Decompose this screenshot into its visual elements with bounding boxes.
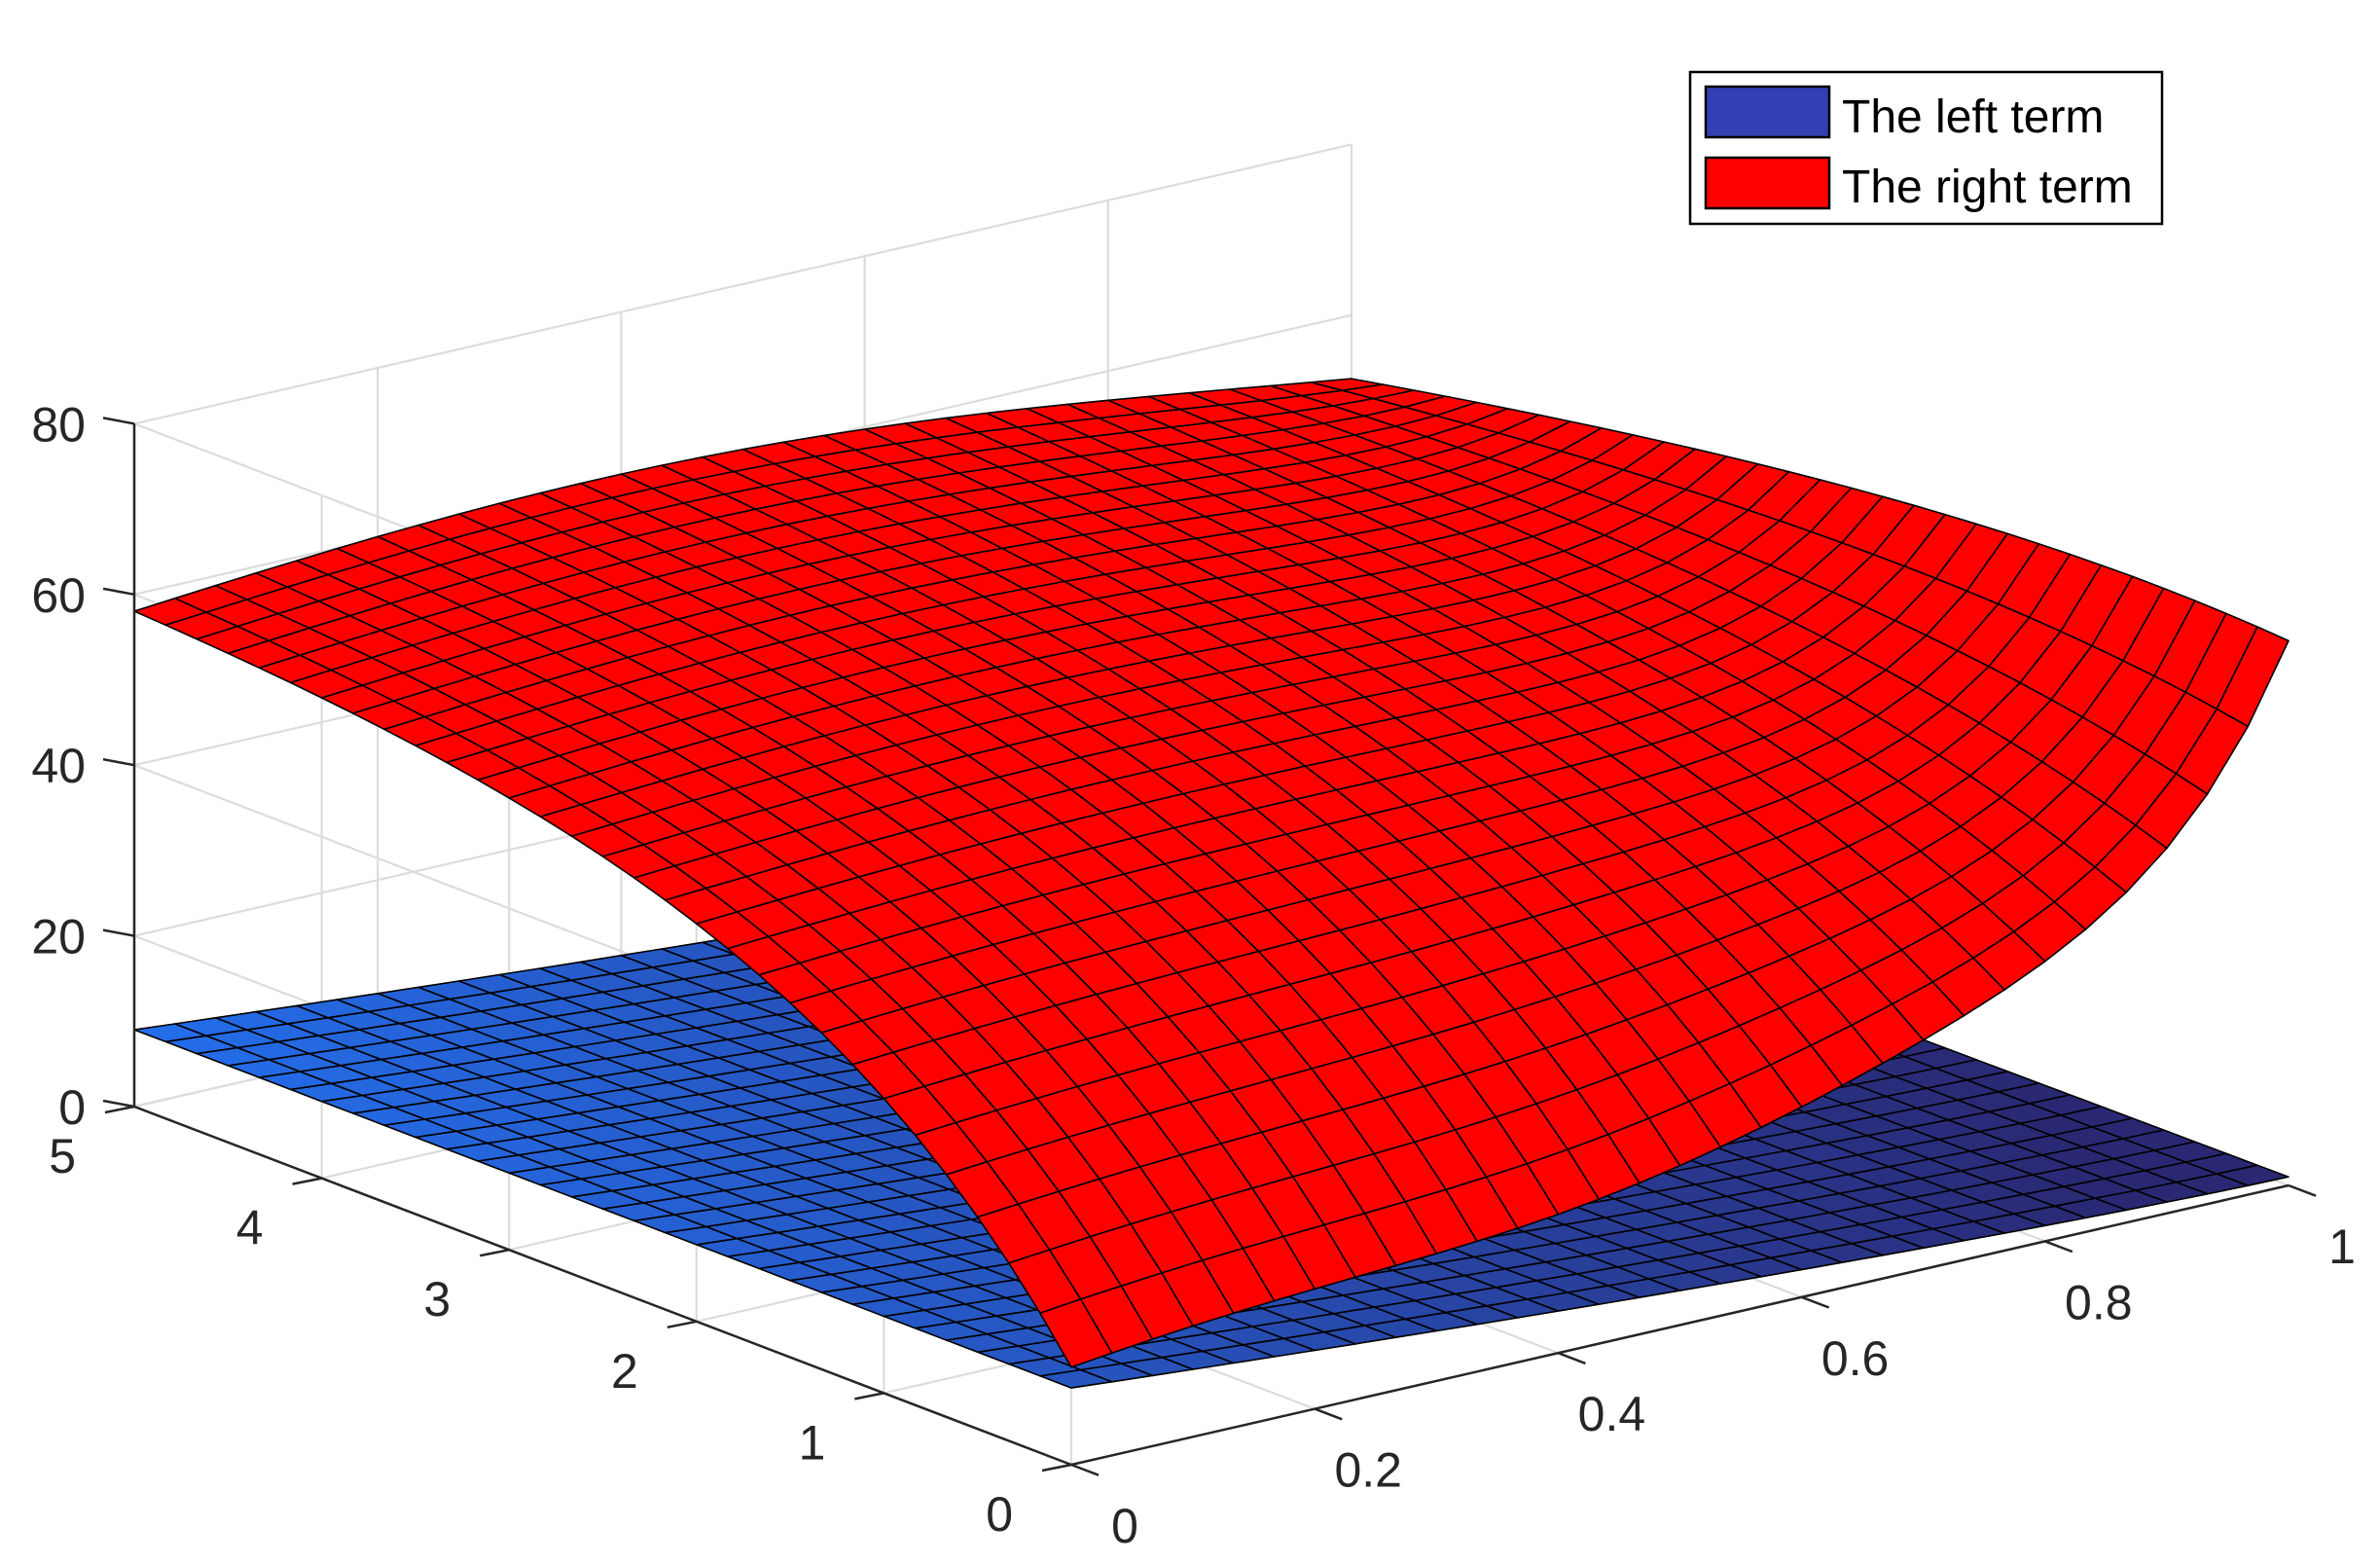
z-tick-label: 0 (58, 1080, 86, 1135)
z-tick-mark (102, 1099, 135, 1109)
z-tick-mark (102, 587, 135, 597)
y-tick-label: 3 (423, 1272, 451, 1327)
y-tick-mark (667, 1320, 698, 1329)
x-tick-label: 0.2 (1334, 1443, 1402, 1498)
z-tick-label: 80 (31, 397, 86, 452)
y-axis-line (133, 1105, 1072, 1467)
y-tick-mark (1041, 1463, 1072, 1473)
z-tick-label: 40 (31, 739, 86, 793)
x-tick-label: 0 (1111, 1499, 1138, 1553)
z-tick-label: 20 (31, 910, 86, 964)
axes-lines-and-ticks (102, 417, 2317, 1476)
plot-surfaces (133, 378, 2290, 1389)
y-tick-mark (854, 1392, 884, 1400)
z-tick-mark (102, 757, 135, 767)
x-tick-mark (1070, 1463, 1100, 1476)
surface-patch (133, 597, 207, 627)
x-tick-label: 0.8 (2065, 1275, 2133, 1329)
legend-swatch-left-term (1704, 85, 1831, 139)
y-tick-label: 2 (611, 1344, 638, 1399)
grid-line-back-wall-z (133, 143, 1352, 425)
z-tick-label: 60 (31, 568, 86, 623)
y-tick-label: 4 (236, 1201, 264, 1255)
legend: The left term The right term (1688, 70, 2164, 226)
x-tick-mark (1557, 1352, 1586, 1365)
surface-patch (133, 1023, 207, 1043)
y-tick-mark (104, 1105, 135, 1114)
legend-swatch-right-term (1704, 156, 1831, 210)
legend-label-left-term: The left term (1842, 91, 2104, 143)
x-tick-label: 0.4 (1578, 1387, 1646, 1441)
y-tick-label: 5 (49, 1129, 76, 1183)
x-tick-mark (2288, 1183, 2317, 1197)
y-tick-label: 0 (986, 1487, 1013, 1542)
x-tick-label: 0.6 (1821, 1331, 1890, 1386)
y-tick-mark (292, 1177, 322, 1185)
z-tick-mark (102, 417, 135, 425)
x-tick-mark (1314, 1407, 1343, 1421)
y-tick-mark (479, 1248, 510, 1257)
x-tick-label: 1 (2328, 1219, 2356, 1274)
x-tick-mark (1801, 1295, 1830, 1309)
z-tick-mark (102, 928, 135, 937)
x-tick-mark (2044, 1240, 2073, 1254)
x-axis-line (1070, 1183, 2290, 1467)
y-tick-label: 1 (799, 1415, 826, 1470)
surface-right-term (133, 378, 2290, 1368)
legend-label-right-term: The right term (1842, 162, 2133, 213)
